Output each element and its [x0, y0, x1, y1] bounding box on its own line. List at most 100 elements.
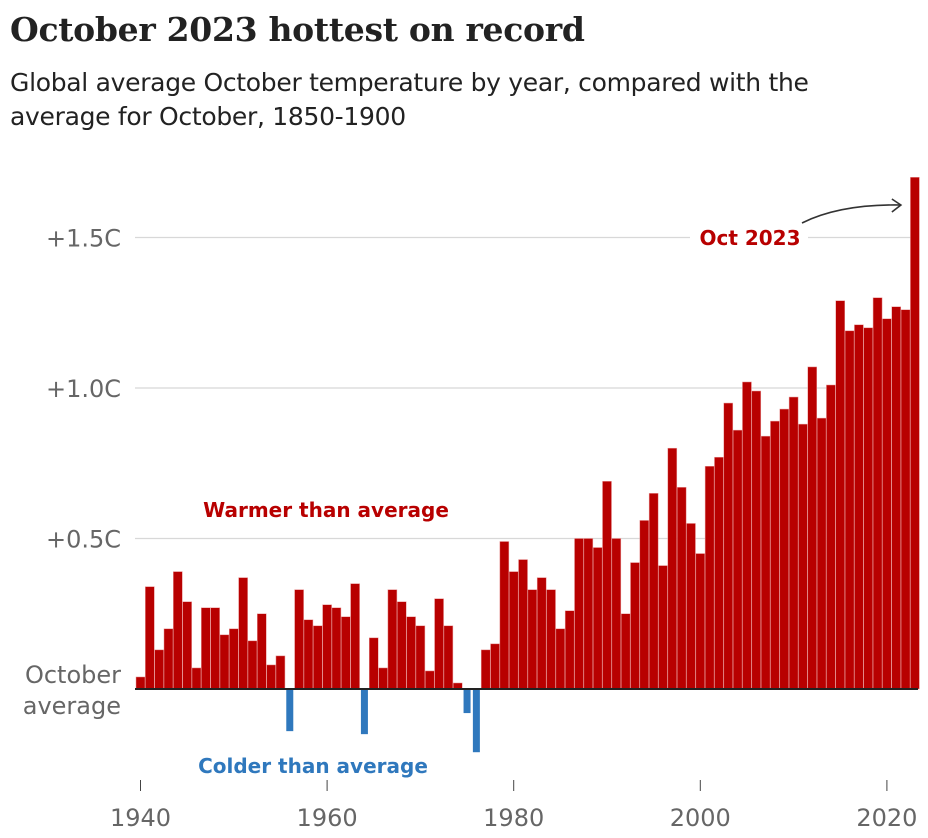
x-axis: 1940 1960 1980 2000 2020: [110, 780, 917, 832]
bar-2018: [863, 327, 873, 690]
bar-2016: [844, 330, 855, 690]
bar-1949: [219, 634, 230, 690]
bar-1967: [387, 589, 398, 690]
bar-1945: [182, 601, 192, 690]
bar-1960: [322, 604, 332, 690]
bar-1972: [434, 598, 444, 690]
bar-1958: [303, 619, 314, 690]
bar-1957: [294, 589, 304, 690]
warmer-than-average-label: Warmer than average: [203, 498, 449, 522]
bar-1962: [341, 616, 351, 690]
bar-1977: [480, 649, 491, 690]
bar-2001: [704, 466, 715, 690]
bar-1976: [472, 689, 480, 753]
bar-2004: [732, 429, 743, 690]
bar-1985: [555, 628, 566, 690]
bar-2007: [760, 435, 771, 690]
bar-1954: [266, 664, 276, 690]
bar-1963: [350, 583, 360, 690]
bar-1952: [247, 640, 258, 690]
chart-subtitle: Global average October temperature by ye…: [10, 68, 809, 131]
y-tick-label: +1.5C: [46, 225, 121, 253]
bar-2019: [872, 297, 883, 690]
bar-1980: [508, 571, 519, 690]
x-tick-label: 1940: [110, 804, 171, 832]
bar-1991: [611, 538, 622, 690]
bar-1969: [406, 616, 416, 690]
y-tick-label: average: [23, 692, 121, 720]
bar-1971: [424, 670, 435, 690]
bar-2003: [723, 402, 734, 690]
bar-2011: [798, 423, 808, 690]
bar-1946: [191, 667, 202, 690]
bar-1951: [238, 577, 248, 690]
bar-1955: [275, 655, 286, 690]
bar-2012: [807, 366, 818, 690]
bar-1953: [257, 613, 267, 690]
bar-1943: [163, 628, 174, 690]
bar-1997: [667, 447, 678, 690]
x-tick-label: 1980: [483, 804, 544, 832]
bar-1995: [648, 493, 659, 690]
bar-1982: [527, 589, 538, 690]
bar-2006: [751, 390, 762, 690]
bar-1973: [443, 625, 454, 690]
bar-1992: [620, 613, 631, 690]
bar-1940: [135, 676, 146, 690]
bar-1987: [574, 538, 584, 690]
bar-2002: [714, 456, 724, 690]
bar-1986: [564, 610, 575, 690]
annotations: Oct 2023 Warmer than average Colder than a…: [198, 198, 903, 778]
bar-2010: [788, 396, 799, 690]
bar-1966: [378, 667, 388, 690]
bar-1965: [369, 637, 379, 690]
bar-2014: [826, 384, 836, 690]
bar-1988: [583, 538, 594, 690]
x-tick-label: 2020: [856, 804, 917, 832]
y-tick-label: October: [25, 661, 121, 689]
bar-1978: [490, 643, 500, 690]
bar-1964: [360, 689, 368, 735]
bar-1941: [145, 586, 155, 690]
bar-1948: [210, 607, 220, 690]
bar-1999: [686, 523, 696, 690]
bar-2000: [695, 553, 706, 690]
bar-1947: [201, 607, 211, 690]
bar-1975: [463, 689, 471, 714]
bar-1968: [396, 601, 407, 690]
bar-1961: [331, 607, 342, 690]
bar-1956: [286, 689, 294, 732]
bar-1994: [639, 520, 650, 690]
bar-1979: [499, 541, 510, 690]
bar-1984: [546, 589, 556, 690]
x-tick-label: 1960: [297, 804, 358, 832]
bar-1998: [676, 487, 687, 690]
bar-1983: [536, 577, 547, 690]
bar-1950: [229, 628, 239, 690]
x-tick-label: 2000: [670, 804, 731, 832]
bar-1993: [630, 562, 640, 690]
bar-1981: [518, 559, 528, 690]
chart-title: October 2023 hottest on record: [10, 10, 585, 49]
y-axis-labels: October average +0.5C +1.0C +1.5C: [23, 225, 121, 721]
bar-2017: [854, 324, 864, 690]
bar-1942: [154, 649, 164, 690]
bars: [135, 177, 920, 753]
y-tick-label: +0.5C: [46, 526, 121, 554]
bar-2021: [891, 306, 901, 690]
arrow-head-icon: [891, 198, 903, 213]
bar-1959: [313, 625, 323, 690]
label-backing: [690, 222, 808, 252]
bar-1990: [602, 481, 612, 690]
bar-1989: [592, 547, 603, 690]
bar-2008: [770, 420, 780, 690]
arrow-line: [801, 204, 901, 224]
bar-1970: [415, 625, 426, 690]
bar-2009: [779, 408, 790, 690]
bar-2020: [882, 318, 892, 690]
bar-2013: [816, 417, 827, 690]
bar-2015: [835, 300, 845, 690]
bar-1944: [173, 571, 183, 690]
oct-2023-label: Oct 2023: [699, 226, 800, 250]
